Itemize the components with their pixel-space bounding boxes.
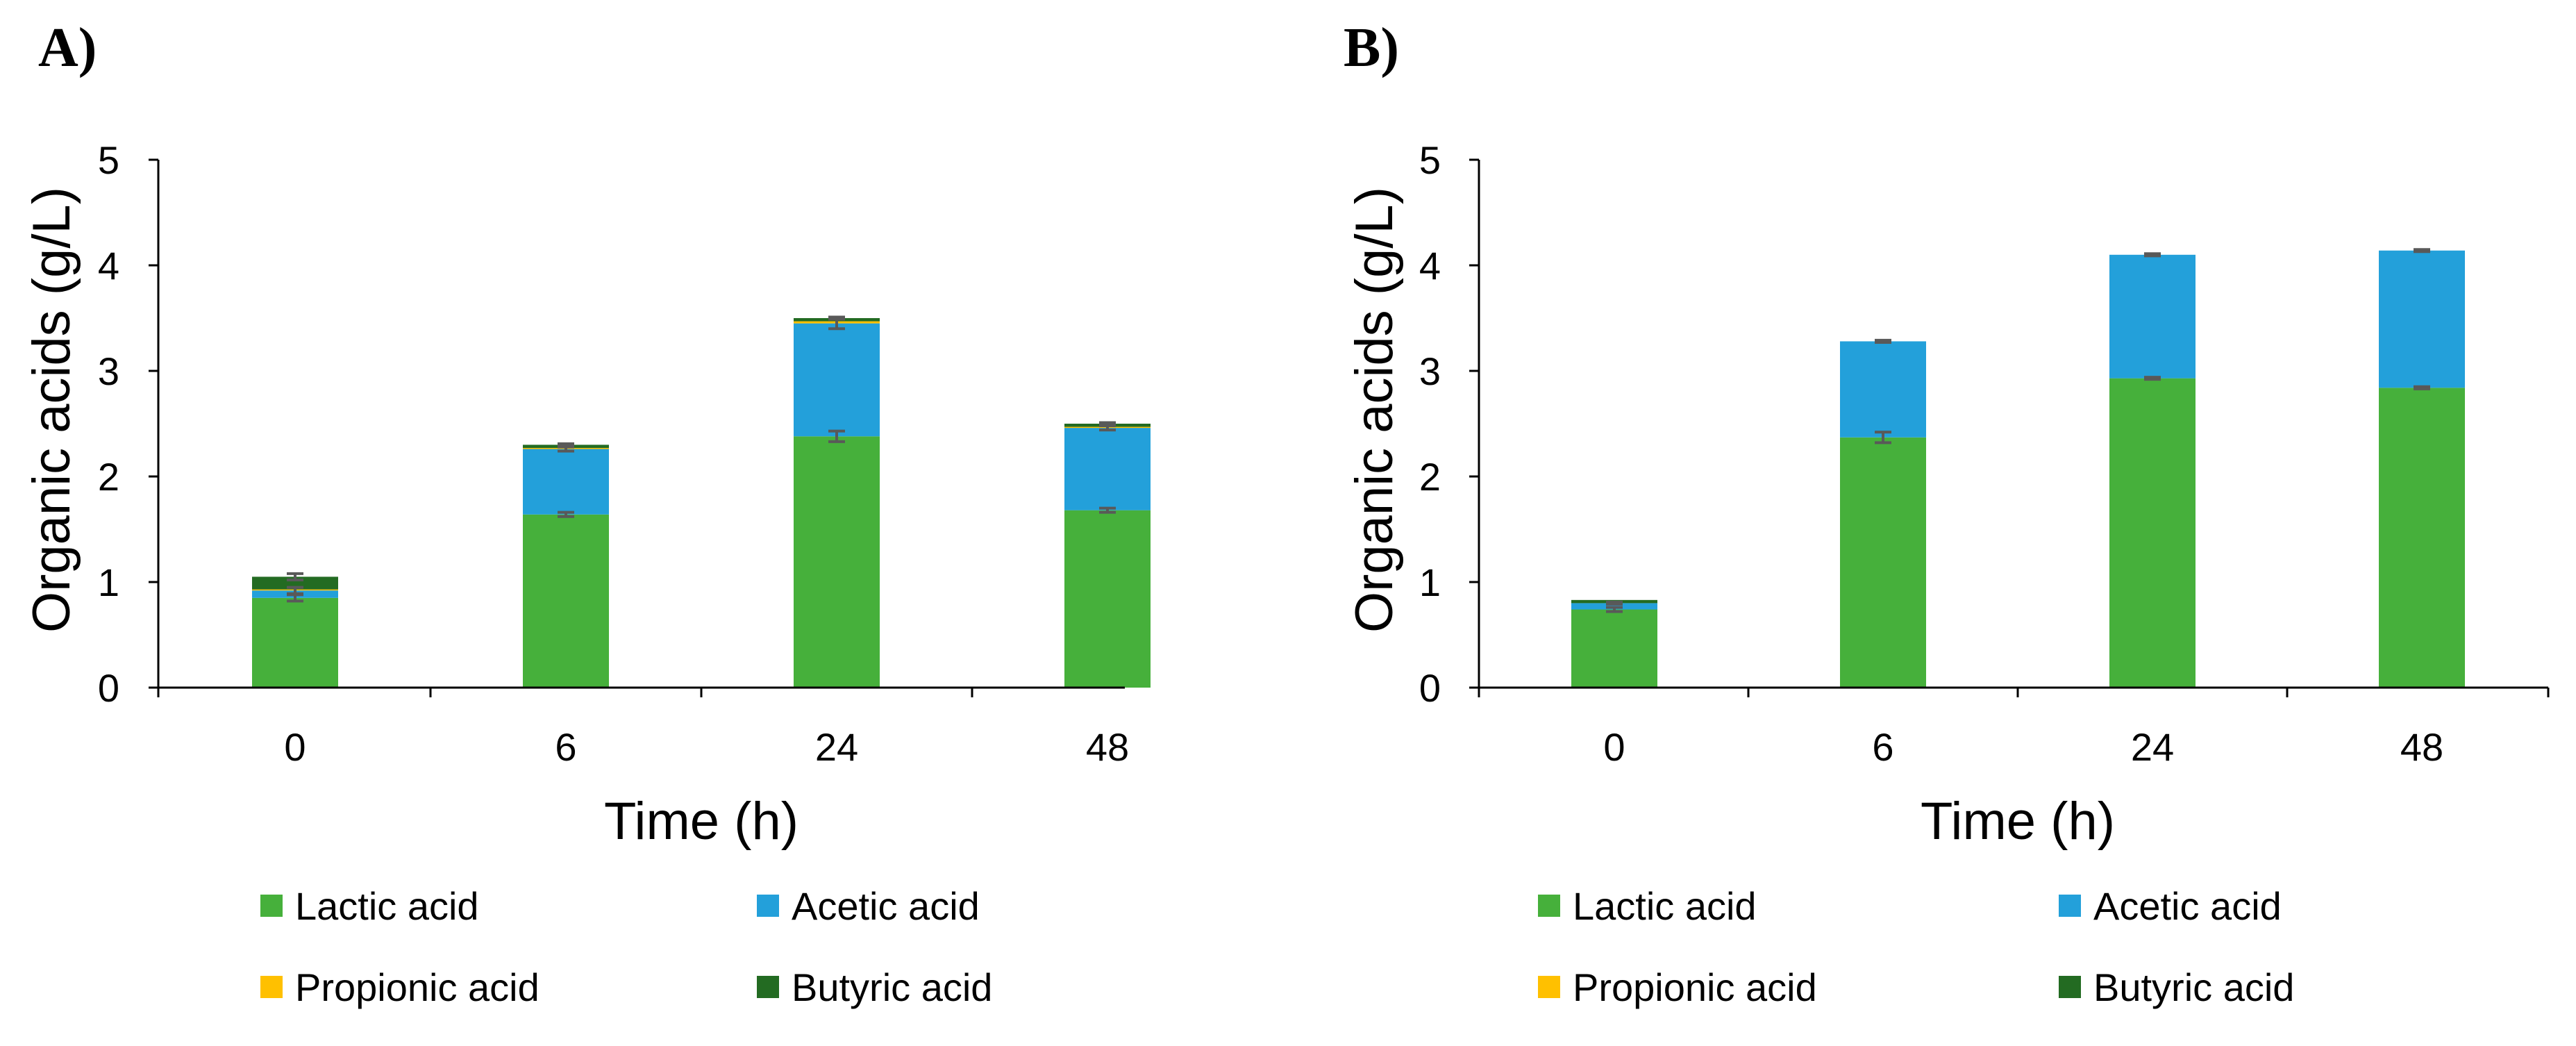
panel-a-legend: Lactic acid Acetic acid Propionic acid B… bbox=[260, 884, 992, 1009]
panel-a-legend-label-propionic: Propionic acid bbox=[295, 965, 540, 1009]
panel-a: A) Organic acids (g/L) 0 1 2 3 4 5 bbox=[22, 17, 1151, 1009]
panel-b-x-axis-label: Time (h) bbox=[1921, 792, 2115, 851]
panel-a-legend-swatch-propionic bbox=[260, 976, 283, 998]
panel-a-error-bar-butyric-t48 bbox=[1099, 421, 1116, 426]
panel-a-legend-swatch-butyric bbox=[757, 976, 779, 998]
panel-a-bars bbox=[252, 315, 1151, 688]
panel-a-legend-label-acetic: Acetic acid bbox=[792, 884, 980, 928]
panel-a-y-tick-labels: 0 1 2 3 4 5 bbox=[98, 138, 119, 710]
panel-b-x-tick-3: 48 bbox=[2400, 725, 2443, 769]
panel-a-y-tick-4: 4 bbox=[98, 244, 119, 288]
panel-b-legend-item-propionic: Propionic acid bbox=[1538, 965, 1817, 1009]
panel-a-bar-lactic-t6 bbox=[523, 514, 609, 688]
panel-b-legend: Lactic acid Acetic acid Propionic acid B… bbox=[1538, 884, 2294, 1009]
panel-b-legend-swatch-lactic bbox=[1538, 895, 1560, 917]
panel-b-bar-acetic-t6 bbox=[1840, 341, 1926, 438]
panel-b-bar-lactic-t0 bbox=[1571, 609, 1657, 688]
panel-b-y-tick-0: 0 bbox=[1419, 666, 1441, 710]
panel-a-bar-lactic-t0 bbox=[252, 597, 338, 688]
panel-a-x-axis-label: Time (h) bbox=[604, 792, 798, 851]
panel-a-legend-item-butyric: Butyric acid bbox=[757, 965, 992, 1009]
panel-a-legend-label-lactic: Lactic acid bbox=[295, 884, 479, 928]
panel-b-legend-swatch-butyric bbox=[2059, 976, 2081, 998]
panel-b-error-bar-lactic-t6 bbox=[1875, 431, 1891, 445]
panel-b-y-tick-1: 1 bbox=[1419, 561, 1441, 604]
panel-b-error-bar-acetic-t6 bbox=[1875, 338, 1891, 344]
panel-a-y-axis-label: Organic acids (g/L) bbox=[22, 187, 81, 633]
panel-b-y-tick-4: 4 bbox=[1419, 244, 1441, 288]
panel-b-bars bbox=[1571, 248, 2465, 688]
panel-a-bar-acetic-t24 bbox=[794, 323, 880, 437]
panel-a-error-bar-butyric-t24 bbox=[828, 315, 845, 321]
panel-a-legend-item-acetic: Acetic acid bbox=[757, 884, 980, 928]
panel-b-error-bar-lactic-t24 bbox=[2144, 376, 2161, 381]
panel-b-y-tick-2: 2 bbox=[1419, 455, 1441, 499]
panel-a-x-tick-3: 48 bbox=[1086, 725, 1129, 769]
panel-a-y-tick-2: 2 bbox=[98, 455, 119, 499]
panel-a-legend-item-propionic: Propionic acid bbox=[260, 965, 540, 1009]
panel-a-legend-item-lactic: Lactic acid bbox=[260, 884, 479, 928]
panel-a-error-bar-lactic-t48 bbox=[1099, 506, 1116, 514]
panel-b-y-axis-label: Organic acids (g/L) bbox=[1345, 187, 1404, 633]
panel-a-y-tick-1: 1 bbox=[98, 561, 119, 604]
panel-a-x-tick-2: 24 bbox=[815, 725, 858, 769]
panel-b-error-bar-lactic-t48 bbox=[2414, 385, 2430, 390]
panel-b-bar-lactic-t48 bbox=[2379, 388, 2465, 688]
panel-b-axes bbox=[1469, 158, 2550, 697]
panel-b-bar-lactic-t6 bbox=[1840, 437, 1926, 688]
panel-b-legend-label-butyric: Butyric acid bbox=[2093, 965, 2294, 1009]
panel-a-axes bbox=[149, 158, 1125, 697]
panel-a-legend-label-butyric: Butyric acid bbox=[792, 965, 992, 1009]
panel-b-legend-item-acetic: Acetic acid bbox=[2059, 884, 2282, 928]
panel-b-y-tick-5: 5 bbox=[1419, 138, 1441, 182]
panel-a-x-tick-0: 0 bbox=[284, 725, 306, 769]
panel-b-legend-swatch-propionic bbox=[1538, 976, 1560, 998]
panel-a-label: A) bbox=[38, 17, 97, 78]
panel-b-legend-label-propionic: Propionic acid bbox=[1573, 965, 1817, 1009]
panel-a-y-tick-5: 5 bbox=[98, 138, 119, 182]
panel-b-bar-lactic-t24 bbox=[2109, 378, 2196, 688]
panel-a-y-tick-3: 3 bbox=[98, 349, 119, 393]
panel-b-x-tick-2: 24 bbox=[2131, 725, 2174, 769]
panel-a-error-bar-butyric-t6 bbox=[558, 442, 574, 447]
panel-b-error-bar-acetic-t48 bbox=[2414, 248, 2430, 254]
panel-b-x-tick-labels: 0 6 24 48 bbox=[1603, 725, 2443, 769]
panel-b-legend-item-lactic: Lactic acid bbox=[1538, 884, 1757, 928]
panel-b-x-tick-0: 0 bbox=[1603, 725, 1625, 769]
panel-b-error-bar-lactic-t0 bbox=[1606, 606, 1623, 613]
panel-a-bar-acetic-t48 bbox=[1064, 428, 1151, 510]
panel-b-legend-item-butyric: Butyric acid bbox=[2059, 965, 2294, 1009]
panel-b-x-tick-1: 6 bbox=[1872, 725, 1893, 769]
panel-b-legend-swatch-acetic bbox=[2059, 895, 2081, 917]
panel-a-error-bar-lactic-t24 bbox=[828, 429, 845, 443]
panel-b-label: B) bbox=[1344, 17, 1399, 78]
panel-a-x-tick-1: 6 bbox=[555, 725, 576, 769]
panel-a-error-bar-butyric-t0 bbox=[287, 572, 303, 581]
panel-a-y-tick-0: 0 bbox=[98, 666, 119, 710]
panel-a-legend-swatch-acetic bbox=[757, 895, 779, 917]
panel-a-error-bar-lactic-t6 bbox=[558, 510, 574, 518]
panel-b-legend-label-lactic: Lactic acid bbox=[1573, 884, 1757, 928]
panel-b-bar-acetic-t24 bbox=[2109, 254, 2196, 379]
panel-a-bar-acetic-t6 bbox=[523, 449, 609, 515]
panel-a-error-bar-acetic-t0 bbox=[287, 586, 303, 595]
panel-a-bar-lactic-t48 bbox=[1064, 510, 1151, 688]
panel-a-x-tick-labels: 0 6 24 48 bbox=[284, 725, 1129, 769]
panel-a-legend-swatch-lactic bbox=[260, 895, 283, 917]
panel-b: B) Organic acids (g/L) 0 1 2 3 4 5 bbox=[1344, 17, 2550, 1009]
panel-b-bar-acetic-t48 bbox=[2379, 250, 2465, 388]
panel-b-y-tick-labels: 0 1 2 3 4 5 bbox=[1419, 138, 1441, 710]
panel-a-bar-butyric-t0 bbox=[252, 576, 338, 590]
panel-a-bar-lactic-t24 bbox=[794, 436, 880, 688]
panel-b-error-bar-acetic-t24 bbox=[2144, 252, 2161, 258]
panel-b-legend-label-acetic: Acetic acid bbox=[2093, 884, 2282, 928]
panel-b-y-tick-3: 3 bbox=[1419, 349, 1441, 393]
panel-b-error-bar-acetic-t0 bbox=[1606, 600, 1623, 606]
